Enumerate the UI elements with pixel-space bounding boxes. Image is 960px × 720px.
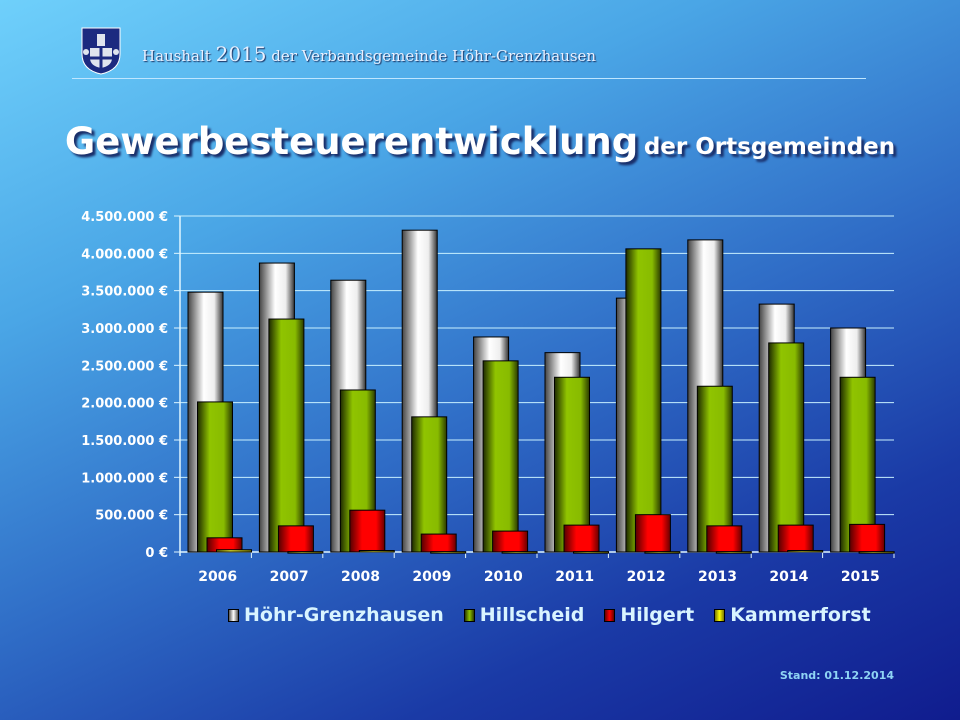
- x-tick-label: 2012: [627, 569, 666, 585]
- bar-hilgert-2007: [277, 525, 314, 553]
- bar-kammerforst-2013: [715, 551, 752, 554]
- bar-kammerforst-2012: [644, 551, 681, 554]
- title-sub: der Ortsgemeinden: [643, 134, 896, 160]
- legend-label: Hillscheid: [479, 604, 585, 626]
- bar-kammerforst-2014: [787, 550, 824, 553]
- bar-hilgert-2009: [420, 533, 457, 553]
- bar-hilgert-2013: [706, 525, 743, 553]
- y-tick-label: 2.500.000 €: [81, 359, 168, 374]
- x-tick-label: 2013: [698, 569, 737, 585]
- x-tick-label: 2015: [841, 569, 880, 585]
- bar-hilgert-2011: [563, 524, 600, 553]
- bar-hillscheid-2014: [768, 342, 805, 553]
- bar-kammerforst-2007: [287, 551, 324, 554]
- x-tick-label: 2011: [555, 569, 594, 585]
- bar-kammerforst-2011: [573, 551, 609, 554]
- bar-hillscheid-2006: [197, 401, 233, 553]
- y-tick-label: 4.500.000 €: [81, 210, 168, 225]
- bar-hillscheid-2015: [839, 376, 876, 553]
- x-tick-label: 2010: [484, 569, 523, 585]
- x-tick-label: 2007: [270, 569, 309, 585]
- x-tick-label: 2006: [198, 569, 237, 585]
- header-title: Haushalt 2015 der Verbandsgemeinde Höhr-…: [142, 42, 596, 66]
- bar-hilgert-2010: [492, 530, 529, 553]
- title-main: Gewerbesteuerentwicklung: [64, 120, 639, 163]
- bar-hilgert-2014: [777, 524, 814, 553]
- y-tick-label: 500.000 €: [95, 509, 168, 524]
- bar-hillscheid-2007: [268, 318, 305, 553]
- header-year: 2015: [215, 42, 267, 66]
- y-tick-label: 4.000.000 €: [81, 247, 168, 262]
- x-tick-label: 2014: [769, 569, 808, 585]
- chart-legend: Höhr-Grenzhausen Hillscheid Hilgert Kammerf…: [228, 604, 871, 626]
- y-tick-label: 3.000.000 €: [81, 322, 168, 337]
- y-tick-label: 1.500.000 €: [81, 434, 168, 449]
- legend-label: Höhr-Grenzhausen: [244, 604, 444, 626]
- bar-hillscheid-2013: [696, 385, 733, 553]
- bar-kammerforst-2006: [216, 549, 252, 553]
- stand-date: Stand: 01.12.2014: [779, 669, 894, 682]
- bar-kammerforst-2009: [430, 551, 467, 554]
- legend-item: Höhr-Grenzhausen: [228, 604, 444, 626]
- y-tick-label: 3.500.000 €: [81, 285, 168, 300]
- bar-hilgert-2015: [849, 523, 886, 553]
- legend-label: Kammerforst: [730, 604, 871, 626]
- bar-kammerforst-2008: [358, 550, 395, 553]
- y-tick-label: 2.000.000 €: [81, 397, 168, 412]
- bar-kammerforst-2015: [858, 551, 895, 554]
- legend-swatch: [228, 608, 239, 622]
- legend-item: Kammerforst: [714, 604, 871, 626]
- x-tick-label: 2008: [341, 569, 380, 585]
- bar-hillscheid-2010: [482, 360, 519, 553]
- y-tick-label: 1.000.000 €: [81, 471, 168, 486]
- legend-swatch: [463, 608, 475, 622]
- legend-label: Hilgert: [620, 604, 695, 626]
- legend-swatch: [714, 608, 726, 622]
- header-divider: [72, 78, 866, 79]
- y-tick-label: 0 €: [145, 546, 168, 561]
- legend-item: Hillscheid: [463, 604, 585, 626]
- coat-of-arms-logo: [80, 26, 122, 76]
- bar-hilgert-2008: [349, 509, 386, 553]
- x-tick-label: 2009: [412, 569, 451, 585]
- header-prefix: Haushalt: [142, 47, 211, 65]
- header-suffix: der Verbandsgemeinde Höhr-Grenzhausen: [271, 47, 597, 65]
- legend-swatch: [604, 608, 616, 622]
- page-title: Gewerbesteuerentwicklung der Ortsgemeind…: [0, 120, 960, 163]
- bar-hillscheid-2009: [411, 416, 448, 553]
- legend-item: Hilgert: [604, 604, 694, 626]
- bar-hilgert-2012: [634, 514, 671, 553]
- bar-kammerforst-2010: [501, 551, 538, 554]
- bar-hillscheid-2012: [625, 248, 662, 553]
